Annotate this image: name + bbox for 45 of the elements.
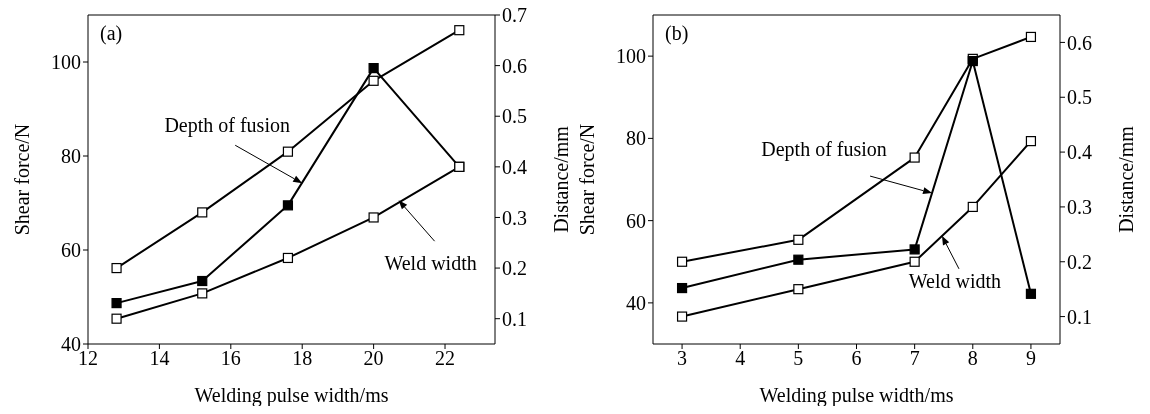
y-tick-label: 60 [626,209,646,232]
y2-tick-label: 0.3 [502,206,527,229]
x-tick-label: 4 [735,347,746,370]
x-tick-label: 6 [851,347,862,370]
y-tick-label: 100 [51,51,81,74]
x-tick-label: 18 [292,347,313,370]
x-tick-label: 16 [220,347,241,370]
annotation: Weld width [384,252,477,275]
y2-tick-label: 0.3 [1067,196,1092,219]
x-tick-label: 3 [677,347,688,370]
y2-tick-label: 0.2 [502,257,527,280]
x-tick-label: 22 [435,347,456,370]
annotation: Weld width [908,269,1002,292]
y-tick-label: 80 [626,127,646,150]
y-tick-label: 40 [61,333,81,356]
y-axis-title: Shear force/N [576,123,599,236]
x-tick-label: 9 [1025,347,1036,370]
y2-tick-label: 0.2 [1067,250,1092,273]
y-tick-label: 80 [61,145,81,168]
y2-axis-title: Distance/mm [550,125,573,233]
annotation: Depth of fusion [164,114,290,138]
y2-axis-title: Distance/mm [1115,125,1138,233]
x-axis-title: Welding pulse width/ms [759,384,954,407]
y2-tick-label: 0.6 [502,54,527,77]
annotation: Depth of fusion [761,138,887,162]
x-tick-label: 20 [363,347,384,370]
y2-tick-label: 0.1 [502,307,527,330]
x-tick-label: 5 [793,347,804,370]
chart-title: (a) [100,22,123,45]
chart-title: (b) [665,22,689,45]
y2-tick-label: 0.5 [502,105,527,128]
y2-tick-label: 0.7 [502,4,527,27]
y2-tick-label: 0.1 [1067,305,1092,328]
x-tick-label: 8 [967,347,978,370]
y-tick-label: 40 [626,291,646,314]
y2-tick-label: 0.5 [1067,86,1092,109]
x-tick-label: 14 [149,347,170,370]
y-tick-label: 60 [61,239,81,262]
x-tick-label: 7 [909,347,920,370]
y-axis-title: Shear force/N [11,123,34,236]
y2-tick-label: 0.4 [1067,141,1092,164]
y-tick-label: 100 [616,45,646,68]
y2-tick-label: 0.6 [1067,31,1092,54]
y2-tick-label: 0.4 [502,155,527,178]
x-axis-title: Welding pulse width/ms [194,384,389,407]
